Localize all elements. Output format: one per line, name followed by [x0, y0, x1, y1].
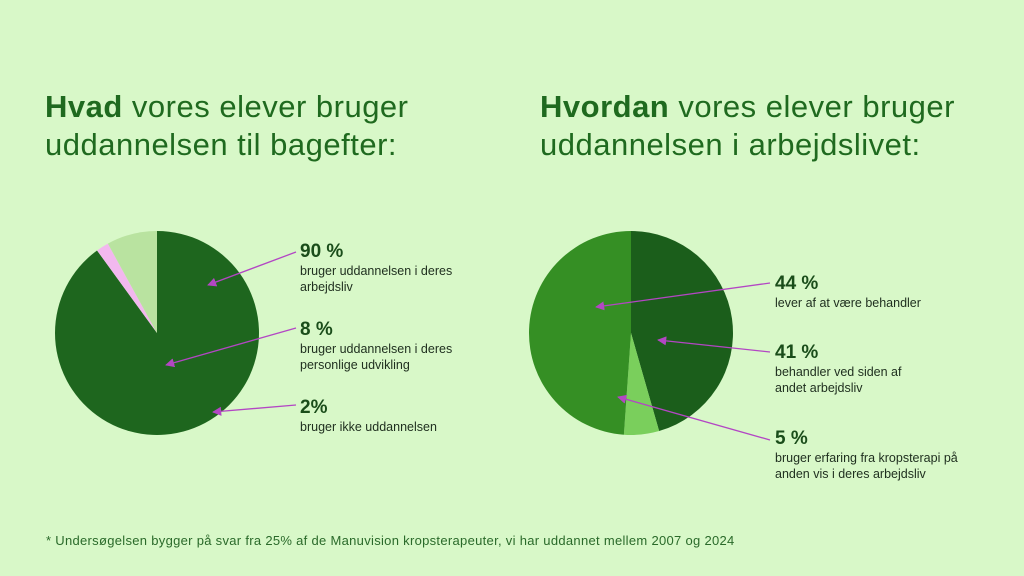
right-label-5-value: 5 % — [775, 428, 808, 449]
arrow-5 — [617, 394, 771, 441]
right-title-line2: uddannelsen i arbejdslivet: — [540, 127, 921, 162]
right-title-line1: vores elever bruger — [669, 89, 955, 124]
right-label-41-text: behandler ved siden af andet arbejdsliv — [775, 365, 902, 395]
arrow-90 — [207, 251, 297, 287]
footnote: * Undersøgelsen bygger på svar fra 25% a… — [46, 533, 735, 548]
left-title-line1: vores elever bruger — [122, 89, 409, 124]
right-label-5: 5 % bruger erfaring fra kropsterapi på a… — [775, 428, 990, 482]
left-title-bold: Hvad — [45, 89, 123, 124]
right-chart-title: Hvordan vores elever bruger uddannelsen i… — [540, 88, 955, 164]
pie-right-slice-0 — [631, 231, 734, 432]
left-pie-chart — [55, 231, 259, 436]
arrow-2 — [212, 404, 297, 416]
left-title-line2: uddannelsen til bagefter: — [45, 127, 398, 162]
right-label-44-text: lever af at være behandler — [775, 296, 921, 310]
left-label-8-value: 8 % — [300, 319, 333, 340]
pie-left-slice-1 — [97, 243, 157, 333]
left-label-8: 8 % bruger uddannelsen i deres personlig… — [300, 319, 485, 373]
arrow-8 — [165, 327, 297, 368]
right-pie-chart — [528, 231, 734, 435]
right-label-44-value: 44 % — [775, 273, 819, 294]
right-title-bold: Hvordan — [540, 89, 670, 124]
right-label-44: 44 % lever af at være behandler — [775, 273, 965, 311]
left-label-2-value: 2% — [300, 397, 328, 418]
left-label-90-text: bruger uddannelsen i deres arbejdsliv — [300, 264, 453, 294]
right-label-41-value: 41 % — [775, 342, 819, 363]
left-label-2: 2% bruger ikke uddannelsen — [300, 397, 490, 435]
pie-left-slice-2 — [107, 231, 157, 333]
right-label-5-text: bruger erfaring fra kropsterapi på anden… — [775, 451, 958, 481]
left-label-2-text: bruger ikke uddannelsen — [300, 420, 437, 434]
right-label-41: 41 % behandler ved siden af andet arbejd… — [775, 342, 925, 396]
pie-right-slice-1 — [623, 333, 660, 435]
left-label-90-value: 90 % — [300, 241, 344, 262]
left-chart-title: Hvad vores elever bruger uddannelsen til … — [45, 88, 409, 164]
left-label-8-text: bruger uddannelsen i deres personlige ud… — [300, 342, 453, 372]
arrow-41 — [657, 336, 771, 353]
callout-arrows — [165, 251, 771, 441]
left-label-90: 90 % bruger uddannelsen i deres arbejdsl… — [300, 241, 460, 295]
arrow-44 — [595, 282, 771, 311]
pie-right-slice-2 — [528, 231, 631, 435]
